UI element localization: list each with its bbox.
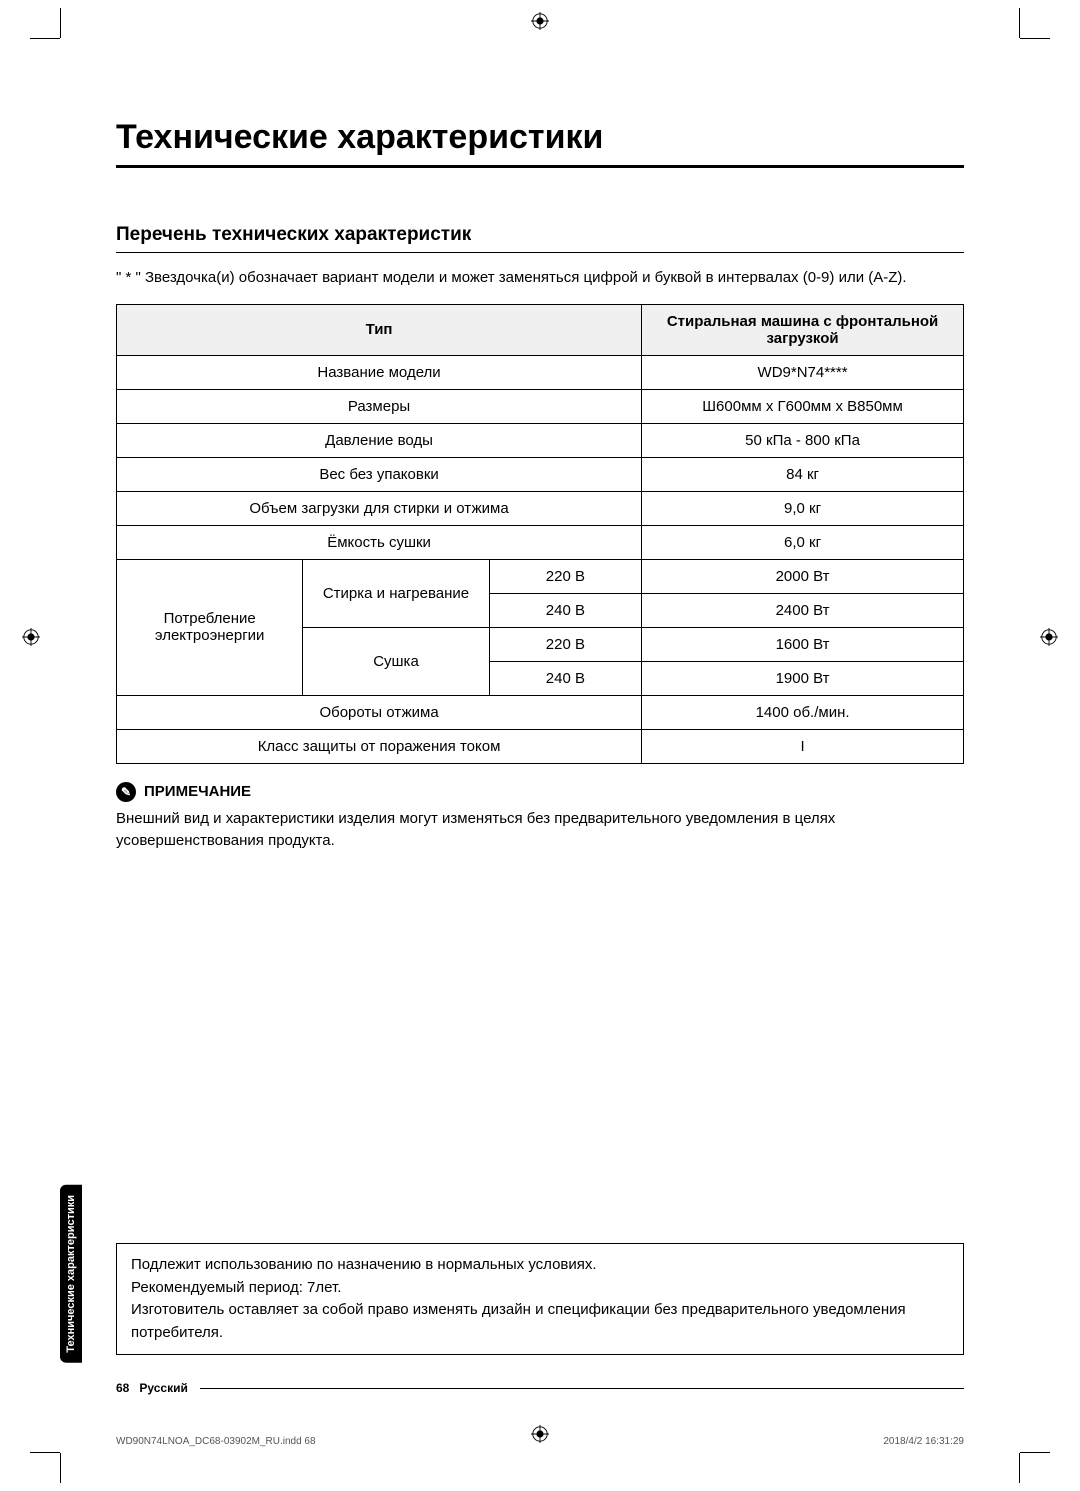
table-row-label: Сушка [303,627,489,695]
table-header-type: Тип [117,304,642,355]
table-row-label: Название модели [117,355,642,389]
table-row-label: Объем загрузки для стирки и отжима [117,491,642,525]
usage-line: Изготовитель оставляет за собой право из… [131,1299,949,1344]
registration-mark-icon [1040,628,1058,646]
table-row-label: Класс защиты от поражения током [117,729,642,763]
usage-line: Рекомендуемый период: 7лет. [131,1277,949,1300]
page-number: 68 [116,1381,129,1395]
page-language: Русский [139,1381,188,1395]
crop-mark [60,8,61,38]
table-row-value: 9,0 кг [642,491,964,525]
footer-rule [200,1388,964,1389]
table-row-value: 220 В [489,559,641,593]
table-row-value: 1400 об./мин. [642,695,964,729]
usage-box: Подлежит использованию по назначению в н… [116,1243,964,1355]
usage-line: Подлежит использованию по назначению в н… [131,1254,949,1277]
crop-mark [60,1453,61,1483]
page-footer: 68 Русский [116,1381,964,1395]
crop-mark [1019,8,1020,38]
crop-mark [30,38,60,39]
note-text: Внешний вид и характеристики изделия мог… [116,808,964,853]
crop-mark [30,1452,60,1453]
table-row-value: 84 кг [642,457,964,491]
intro-text: " * " Звездочка(и) обозначает вариант мо… [116,267,964,290]
table-row-label: Стирка и нагревание [303,559,489,627]
note-icon: ✎ [116,782,136,802]
registration-mark-icon [22,628,40,646]
spec-table: Тип Стиральная машина с фронтальной загр… [116,304,964,764]
note-label: ПРИМЕЧАНИЕ [144,783,251,800]
table-row-value: 6,0 кг [642,525,964,559]
table-row-value: Ш600мм x Г600мм x В850мм [642,389,964,423]
table-row-value: 1600 Вт [642,627,964,661]
print-filename: WD90N74LNOA_DC68-03902M_RU.indd 68 [116,1436,316,1447]
table-row-value: 240 В [489,661,641,695]
registration-mark-icon [531,12,549,30]
page-title: Технические характеристики [116,118,964,168]
crop-mark [1020,1452,1050,1453]
table-row-label: Ёмкость сушки [117,525,642,559]
table-header-value: Стиральная машина с фронтальной загрузко… [642,304,964,355]
print-timestamp: 2018/4/2 16:31:29 [883,1436,964,1447]
table-row-value: 2000 Вт [642,559,964,593]
table-row-value: I [642,729,964,763]
table-row-label: Потребление электроэнергии [117,559,303,695]
table-row-label: Вес без упаковки [117,457,642,491]
side-tab: Технические характеристики [60,1185,82,1363]
table-row-value: 240 В [489,593,641,627]
table-row-value: 50 кПа - 800 кПа [642,423,964,457]
print-footer: WD90N74LNOA_DC68-03902M_RU.indd 68 2018/… [116,1436,964,1447]
crop-mark [1019,1453,1020,1483]
section-title: Перечень технических характеристик [116,224,964,253]
table-row-label: Размеры [117,389,642,423]
table-row-value: 2400 Вт [642,593,964,627]
crop-mark [1020,38,1050,39]
note-heading: ✎ ПРИМЕЧАНИЕ [116,782,964,802]
table-row-value: 1900 Вт [642,661,964,695]
table-row-value: WD9*N74**** [642,355,964,389]
table-row-label: Давление воды [117,423,642,457]
page-content: Технические характеристики Перечень техн… [60,38,1020,1453]
table-row-label: Обороты отжима [117,695,642,729]
table-row-value: 220 В [489,627,641,661]
